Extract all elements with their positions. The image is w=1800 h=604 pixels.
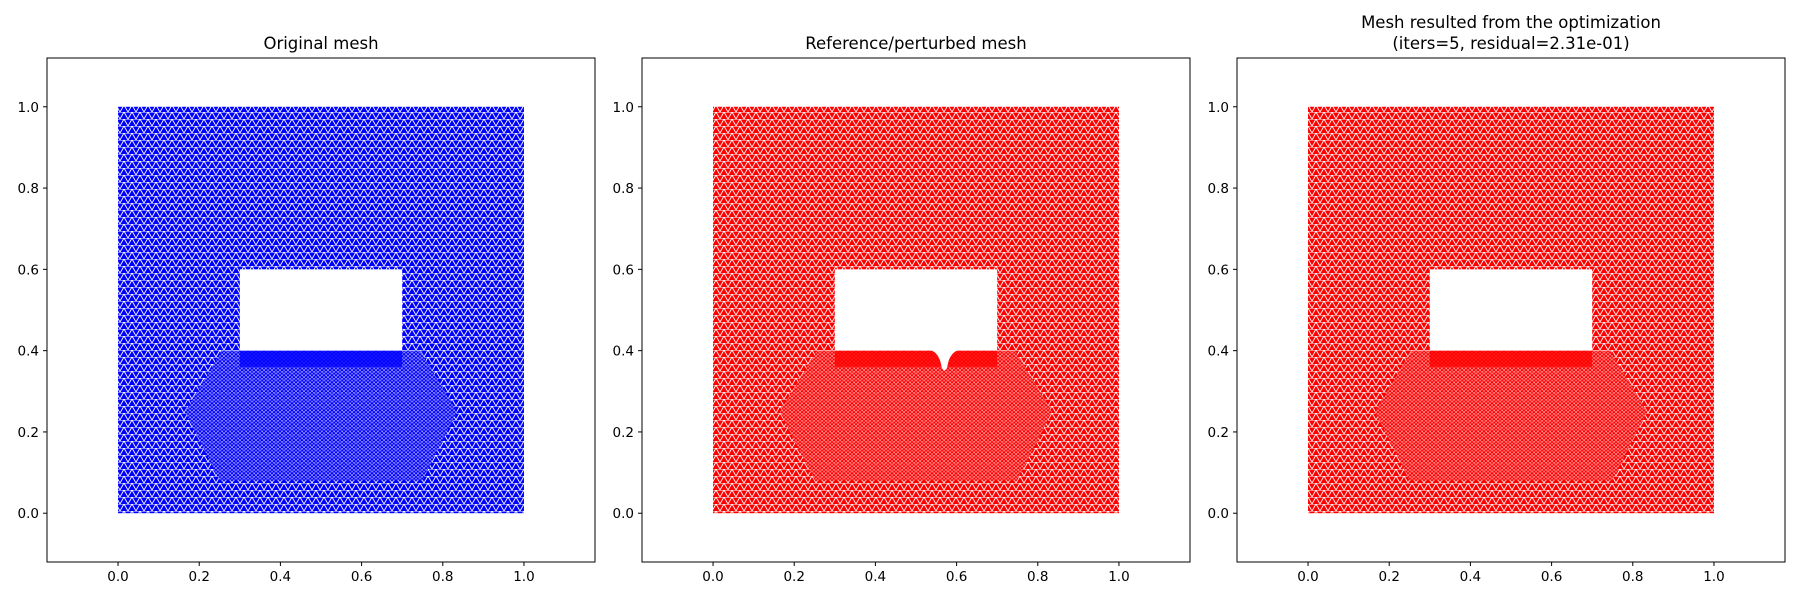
x-tick-label: 0.0	[702, 569, 723, 585]
y-tick-label: 0.6	[18, 262, 39, 278]
y-tick-label: 0.6	[1208, 262, 1229, 278]
y-tick-label: 0.8	[1208, 181, 1229, 197]
panel-original-mesh: Original mesh 0.0 0.2 0.4 0.6 0.8 1.0 0.00.20…	[18, 34, 596, 585]
x-tick-label: 1.0	[513, 569, 534, 585]
x-tick-label: 0.8	[1027, 569, 1048, 585]
chart-title: Reference/perturbed mesh	[805, 34, 1026, 53]
x-tick-label: 0.4	[865, 569, 886, 585]
panel-optimized-mesh: Mesh resulted from the optimization (ite…	[1208, 13, 1786, 585]
y-tick-label: 1.0	[613, 100, 634, 116]
x-tick-label: 0.6	[1541, 569, 1562, 585]
chart-title: Original mesh	[263, 34, 378, 53]
x-tick-label: 1.0	[1108, 569, 1129, 585]
y-tick-label: 0.6	[613, 262, 634, 278]
x-tick-label: 0.8	[432, 569, 453, 585]
chart-title: Mesh resulted from the optimization	[1361, 13, 1661, 32]
mesh-hole	[834, 269, 998, 351]
y-tick-label: 0.4	[18, 344, 39, 360]
y-tick-label: 0.4	[613, 344, 634, 360]
mesh-marks	[713, 106, 1119, 514]
y-tick-label: 0.2	[1208, 425, 1229, 441]
x-tick-label: 0.6	[351, 569, 372, 585]
y-axis: 0.0 0.2 0.4 0.6 0.8 1.0	[18, 100, 47, 522]
x-tick-label: 0.0	[1297, 569, 1318, 585]
y-axis: 0.0 0.2 0.4 0.6 0.8 1.0	[1208, 100, 1237, 522]
y-tick-label: 0.2	[613, 425, 634, 441]
y-tick-label: 0.8	[18, 181, 39, 197]
panel-reference-perturbed-mesh: Reference/perturbed mesh 0.0 0.2 0.4 0.6 0.8…	[613, 34, 1191, 585]
refined-mesh-region	[1374, 350, 1648, 481]
chart-title-line2: (iters=5, residual=2.31e-01)	[1392, 34, 1629, 53]
y-tick-label: 1.0	[1208, 100, 1229, 116]
x-tick-label: 0.4	[270, 569, 291, 585]
perturbation-notch	[930, 350, 959, 371]
dense-mesh-band	[239, 350, 403, 367]
x-tick-label: 0.2	[783, 569, 804, 585]
mesh-marks	[1308, 106, 1714, 514]
dense-mesh-band	[1429, 350, 1593, 367]
y-tick-label: 0.0	[18, 506, 39, 522]
axes-frame	[641, 57, 1191, 563]
x-axis: 0.0 0.2 0.4 0.6 0.8 1.0	[107, 562, 535, 585]
y-tick-label: 0.0	[613, 506, 634, 522]
x-axis: 0.0 0.2 0.4 0.6 0.8 1.0	[702, 562, 1130, 585]
y-tick-label: 0.0	[1208, 506, 1229, 522]
y-axis: 0.0 0.2 0.4 0.6 0.8 1.0	[613, 100, 642, 522]
x-tick-label: 0.6	[946, 569, 967, 585]
x-tick-label: 0.0	[107, 569, 128, 585]
x-tick-label: 1.0	[1703, 569, 1724, 585]
x-tick-label: 0.8	[1622, 569, 1643, 585]
x-tick-label: 0.4	[1460, 569, 1481, 585]
axes-frame	[1236, 57, 1786, 563]
y-tick-label: 1.0	[18, 100, 39, 116]
x-axis: 0.0 0.2 0.4 0.6 0.8 1.0	[1297, 562, 1725, 585]
refined-mesh-region	[779, 350, 1053, 481]
axes-frame	[46, 57, 596, 563]
y-tick-label: 0.2	[18, 425, 39, 441]
dense-mesh-band	[834, 350, 998, 367]
y-tick-label: 0.4	[1208, 344, 1229, 360]
x-tick-label: 0.2	[188, 569, 209, 585]
refined-mesh-region	[184, 350, 458, 481]
y-tick-label: 0.8	[613, 181, 634, 197]
mesh-hole	[1429, 269, 1593, 351]
x-tick-label: 0.2	[1378, 569, 1399, 585]
mesh-marks	[118, 106, 524, 514]
mesh-hole	[239, 269, 403, 351]
